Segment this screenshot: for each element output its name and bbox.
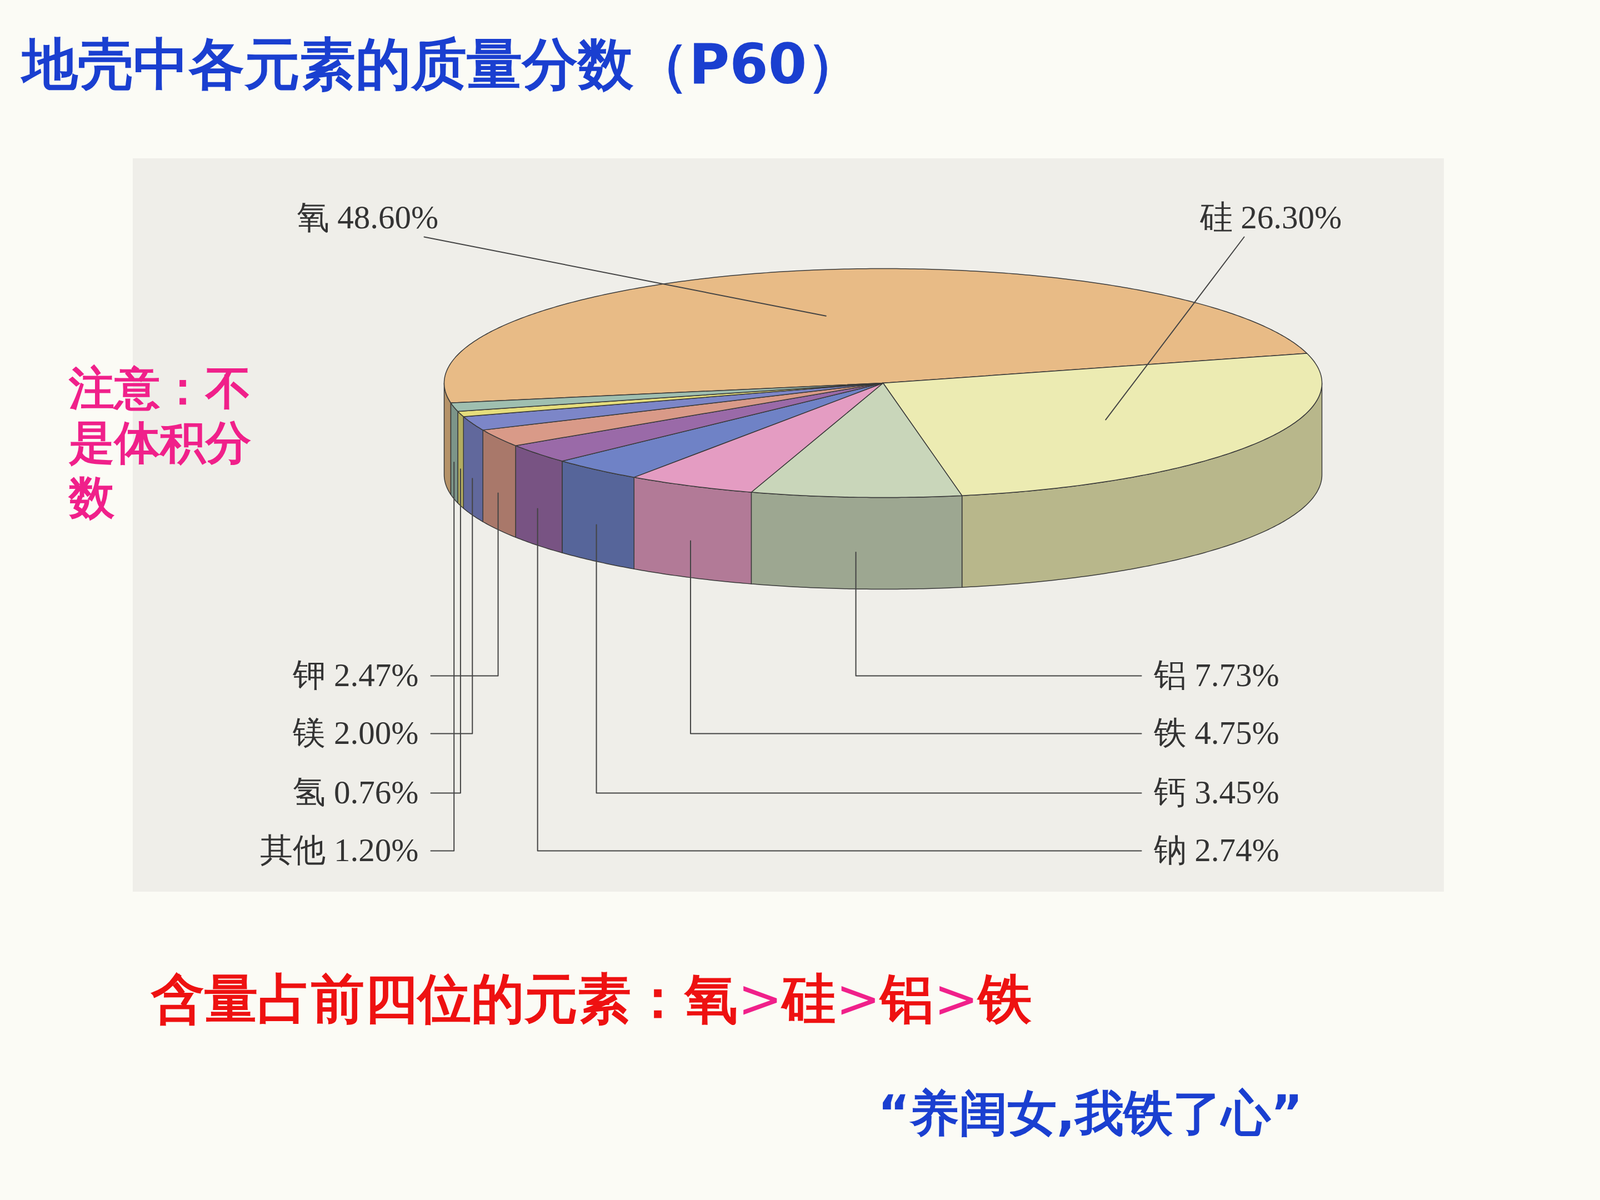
- svg-text:铁 4.75%: 铁 4.75%: [1153, 714, 1280, 752]
- svg-text:钙 3.45%: 钙 3.45%: [1153, 773, 1280, 811]
- svg-text:钾 2.47%: 钾 2.47%: [292, 656, 419, 694]
- svg-text:氢 0.76%: 氢 0.76%: [292, 773, 419, 811]
- svg-text:镁 2.00%: 镁 2.00%: [292, 714, 419, 752]
- html-text:含量占前四位的元素：氧>硅>铝>铁: 含量占前四位的元素：氧>硅>铝>铁: [151, 967, 1032, 1030]
- svg-text:钠 2.74%: 钠 2.74%: [1153, 831, 1280, 869]
- html-text:注意：不是体积分数: 注意：不是体积分数: [68, 361, 252, 524]
- html-text:“养闺女,我铁了心”: “养闺女,我铁了心”: [877, 1084, 1303, 1142]
- html-text:地壳中各元素的质量分数（P60）: 地壳中各元素的质量分数（P60）: [22, 31, 863, 97]
- svg-text:其他 1.20%: 其他 1.20%: [260, 831, 419, 869]
- svg-text:铝 7.73%: 铝 7.73%: [1153, 656, 1280, 694]
- svg-text:硅 26.30%: 硅 26.30%: [1199, 198, 1343, 236]
- svg-text:氧 48.60%: 氧 48.60%: [296, 198, 439, 236]
